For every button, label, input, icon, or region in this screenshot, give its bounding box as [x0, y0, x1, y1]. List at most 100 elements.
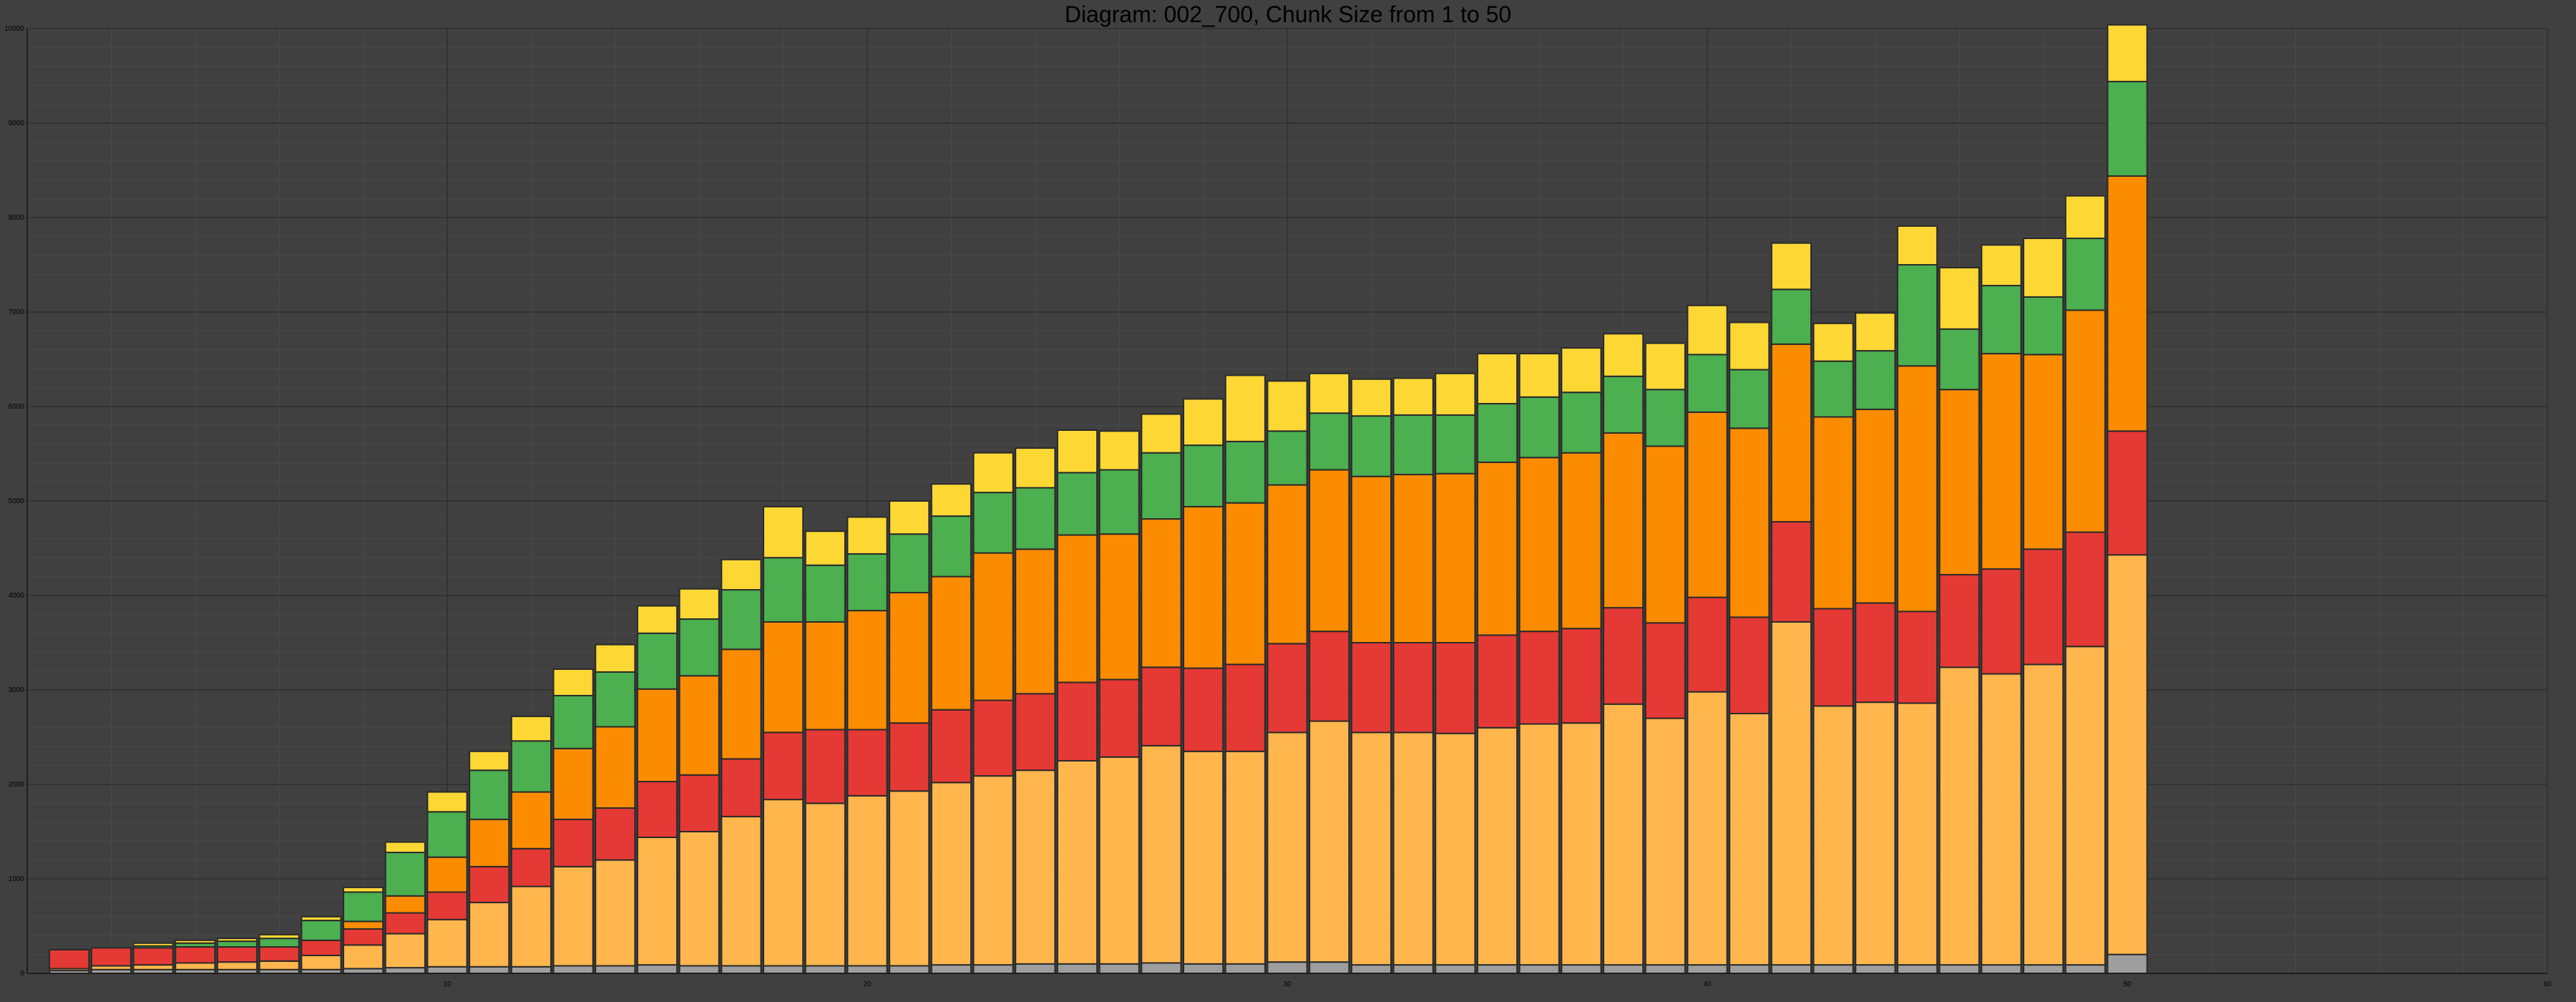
- bar-segment-24-s2: [1015, 769, 1056, 965]
- bar-segment-39-s1: [1644, 964, 1686, 974]
- bar-segment-13-s2: [552, 865, 594, 967]
- bar-segment-8-s3: [343, 928, 384, 946]
- bar-segment-27-s4: [1141, 518, 1182, 668]
- bar-segment-4-s3: [175, 946, 216, 964]
- bar-segment-38-s2: [1603, 703, 1644, 966]
- bar-segment-24-s4: [1015, 548, 1056, 695]
- bar-segment-18-s5: [763, 557, 804, 623]
- bar-segment-3-s6: [132, 942, 174, 947]
- bar-segment-26-s5: [1098, 469, 1140, 535]
- x-tick-label: 10: [443, 981, 452, 988]
- bar-segment-11-s2: [469, 902, 510, 968]
- bar-segment-42-s1: [1770, 964, 1812, 974]
- bar-segment-20-s5: [847, 553, 888, 612]
- bar-segment-10-s4: [426, 856, 468, 893]
- bar-segment-23-s4: [972, 552, 1014, 701]
- bar-segment-31-s1: [1309, 961, 1350, 975]
- y-tick-label: 5000: [9, 497, 25, 505]
- bar-segment-20-s4: [847, 610, 888, 731]
- bar-segment-5-s5: [216, 940, 258, 948]
- bar-segment-35-s5: [1476, 403, 1518, 463]
- bar-segment-27-s3: [1141, 666, 1182, 746]
- bar-segment-19-s3: [804, 729, 846, 804]
- x-tick-label: 50: [2123, 981, 2132, 988]
- bar-segment-14-s4: [595, 726, 636, 809]
- bar-segment-50-s5: [2107, 80, 2148, 177]
- bar-segment-36-s6: [1518, 353, 1560, 398]
- bar-segment-29-s2: [1224, 750, 1266, 965]
- bar-segment-36-s5: [1518, 396, 1560, 459]
- bar-segment-44-s4: [1855, 408, 1896, 604]
- bar-segment-32-s3: [1350, 642, 1392, 734]
- bar-segment-29-s5: [1224, 440, 1266, 504]
- bar-segment-47-s3: [1981, 568, 2022, 675]
- bar-segment-45-s5: [1896, 264, 1938, 367]
- bars: [49, 24, 2148, 975]
- bar-segment-2-s3: [90, 947, 132, 967]
- y-tick-label: 7000: [9, 308, 25, 316]
- bar-segment-23-s6: [972, 452, 1014, 494]
- bar-segment-44-s2: [1855, 701, 1896, 966]
- bar-segment-26-s4: [1098, 533, 1140, 681]
- bar-segment-6-s6: [258, 933, 300, 940]
- bar-segment-24-s1: [1015, 963, 1056, 975]
- bar-segment-47-s5: [1981, 285, 2022, 355]
- bar-segment-13-s5: [552, 694, 594, 749]
- bar-segment-47-s2: [1981, 673, 2022, 966]
- bar-segment-12-s4: [510, 791, 552, 850]
- bar-segment-40-s4: [1687, 411, 1728, 598]
- bar-segment-17-s2: [721, 815, 762, 967]
- bar-segment-9-s4: [384, 895, 426, 914]
- bar-segment-22-s1: [930, 964, 972, 974]
- bar-segment-37-s4: [1561, 452, 1602, 630]
- bar-segment-8-s2: [343, 944, 384, 970]
- bar-segment-28-s1: [1183, 963, 1224, 975]
- bar-segment-19-s6: [804, 530, 846, 566]
- bar-segment-24-s3: [1015, 693, 1056, 772]
- bar-segment-31-s6: [1309, 372, 1350, 414]
- bar-segment-27-s6: [1141, 413, 1182, 454]
- bar-segment-32-s4: [1350, 475, 1392, 643]
- bar-segment-33-s1: [1392, 964, 1434, 974]
- bar-segment-41-s5: [1729, 369, 1770, 429]
- bar-segment-49-s1: [2064, 964, 2106, 974]
- bar-segment-39-s6: [1644, 342, 1686, 391]
- bar-segment-49-s5: [2064, 238, 2106, 311]
- x-tick-label: 40: [1703, 981, 1712, 988]
- bar-segment-8-s6: [343, 886, 384, 893]
- bar-segment-27-s2: [1141, 744, 1182, 964]
- y-tick-label: 1000: [9, 875, 25, 883]
- bar-segment-38-s3: [1603, 607, 1644, 705]
- bar-segment-50-s4: [2107, 175, 2148, 432]
- bar-segment-48-s5: [2023, 296, 2064, 356]
- bar-segment-12-s2: [510, 885, 552, 968]
- bar-segment-43-s1: [1813, 964, 1854, 974]
- bar-segment-46-s2: [1938, 666, 1980, 966]
- bar-segment-35-s4: [1476, 461, 1518, 636]
- bar-segment-17-s6: [721, 558, 762, 591]
- bar-segment-50-s3: [2107, 430, 2148, 556]
- y-tick-label: 6000: [9, 403, 25, 411]
- bar-segment-13-s3: [552, 818, 594, 867]
- bar-segment-30-s3: [1267, 643, 1308, 734]
- bar-segment-34-s1: [1435, 964, 1476, 974]
- bar-segment-9-s6: [384, 841, 426, 854]
- bar-segment-33-s6: [1392, 377, 1434, 416]
- bar-segment-17-s4: [721, 648, 762, 760]
- bar-segment-50-s1: [2107, 953, 2148, 974]
- bar-segment-46-s1: [1938, 964, 1980, 974]
- bar-segment-42-s5: [1770, 288, 1812, 345]
- bar-segment-28-s5: [1183, 444, 1224, 507]
- bar-segment-21-s2: [889, 790, 930, 967]
- bar-segment-20-s2: [847, 794, 888, 967]
- bar-segment-41-s1: [1729, 964, 1770, 974]
- bar-segment-39-s2: [1644, 717, 1686, 966]
- bar-segment-23-s2: [972, 775, 1014, 966]
- bar-segment-36-s3: [1518, 631, 1560, 725]
- bar-segment-44-s1: [1855, 964, 1896, 974]
- bar-segment-35-s3: [1476, 634, 1518, 729]
- bar-segment-27-s1: [1141, 962, 1182, 974]
- bar-segment-45-s2: [1896, 702, 1938, 966]
- bar-segment-34-s5: [1435, 414, 1476, 475]
